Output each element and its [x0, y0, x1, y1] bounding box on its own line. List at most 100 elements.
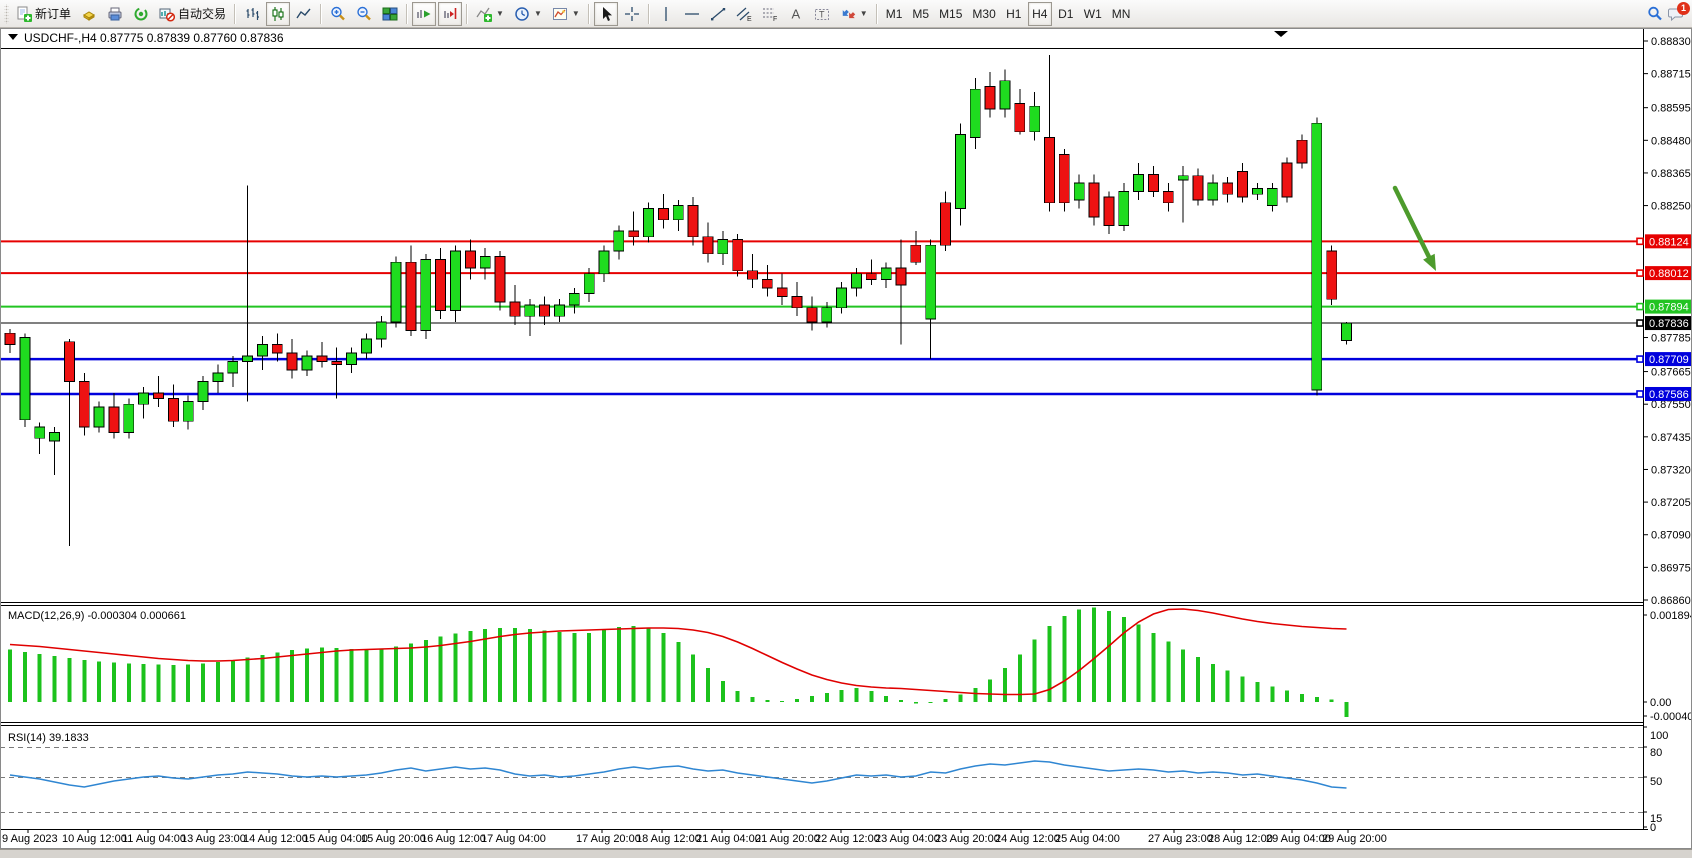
editor-button[interactable] — [103, 2, 127, 26]
bear-candle — [1237, 171, 1248, 198]
vertical-line-button[interactable] — [654, 2, 678, 26]
gold-bar-button[interactable] — [77, 2, 101, 26]
macd-axis-label: 0.001894 — [1650, 610, 1692, 622]
bull-candle — [672, 205, 684, 221]
timeframe-m5-button[interactable]: M5 — [908, 2, 933, 26]
rsi-line — [9, 760, 1347, 789]
bull-candle — [1252, 188, 1263, 195]
bull-candle — [420, 259, 432, 331]
search-button[interactable] — [1643, 2, 1667, 26]
price-tick-label: 0.87550 — [1651, 399, 1691, 411]
macd-bar — [37, 654, 42, 702]
bear-candle — [628, 230, 640, 238]
bull-candle — [123, 403, 135, 433]
text-button[interactable]: A — [784, 2, 808, 26]
macd-bar — [201, 663, 206, 702]
bull-candle — [242, 355, 254, 363]
macd-bar — [884, 696, 889, 702]
price-tick-label: 0.87435 — [1651, 432, 1691, 444]
bull-candle — [375, 321, 387, 340]
autotrading-button[interactable]: 自动交易 — [155, 2, 230, 26]
macd-bar — [705, 668, 710, 702]
timeframe-mn-button[interactable]: MN — [1108, 2, 1135, 26]
autoscroll-button[interactable] — [412, 1, 437, 26]
signals-button[interactable] — [129, 2, 153, 26]
macd-bar — [1121, 617, 1126, 702]
bull-candle — [1073, 182, 1085, 201]
timeframe-m30-button[interactable]: M30 — [968, 2, 999, 26]
horizontal-line-button[interactable] — [680, 2, 704, 26]
macd-bar — [780, 701, 785, 702]
macd-bar — [691, 654, 696, 702]
chat-button[interactable]: 1 — [1668, 1, 1690, 22]
price-label-box-resistance-1 — [1645, 234, 1692, 249]
timeframe-label: M30 — [972, 6, 996, 21]
bear-candle — [1103, 196, 1115, 226]
macd-bar — [795, 699, 800, 702]
timeframe-h1-button[interactable]: H1 — [1002, 2, 1026, 26]
timeframe-label: M5 — [912, 6, 930, 21]
toolbar-grip[interactable] — [4, 3, 9, 24]
toolbar-separator — [875, 3, 878, 24]
new-order-button[interactable]: 新订单 — [12, 2, 75, 26]
trendline-button[interactable] — [706, 2, 730, 26]
templates-button[interactable]: ▼ — [548, 2, 584, 26]
timeframe-w1-button[interactable]: W1 — [1080, 2, 1106, 26]
svg-text:T: T — [819, 9, 825, 19]
bear-candle — [865, 273, 877, 280]
timeframe-d1-button[interactable]: D1 — [1054, 2, 1078, 26]
text-label-button[interactable]: T — [810, 2, 834, 26]
zoom-in-button[interactable] — [326, 2, 350, 26]
zoom-out-button[interactable] — [352, 2, 376, 26]
macd-bar — [854, 688, 859, 702]
timeframe-m1-button[interactable]: M1 — [882, 2, 907, 26]
rsi-axis-label: 100 — [1650, 730, 1668, 742]
bar-chart-button[interactable] — [240, 2, 264, 26]
bear-candle — [78, 381, 90, 428]
macd-bar — [498, 628, 503, 702]
bear-candle — [761, 278, 773, 289]
tile-windows-button[interactable] — [378, 2, 402, 26]
bear-candle — [1296, 139, 1308, 164]
price-label-box-support-blue-2 — [1645, 386, 1692, 401]
crosshair-button[interactable] — [620, 2, 644, 26]
macd-bar — [111, 662, 116, 702]
price-label-anchor — [1636, 390, 1644, 398]
equidistant-channel-button[interactable]: E — [732, 2, 756, 26]
notification-badge: 1 — [1677, 1, 1690, 15]
timeframe-m15-button[interactable]: M15 — [935, 2, 966, 26]
sell-arrow-head[interactable] — [1423, 253, 1436, 271]
sell-arrow-shaft[interactable] — [1392, 185, 1432, 260]
bear-candle — [64, 341, 75, 382]
periods-button[interactable]: ▼ — [510, 2, 546, 26]
bull-candle — [955, 134, 966, 209]
macd-bar — [349, 649, 354, 702]
macd-bar — [245, 657, 250, 702]
timeframe-h4-button[interactable]: H4 — [1027, 1, 1052, 26]
bull-candle — [19, 337, 31, 421]
bear-candle — [791, 295, 803, 309]
price-tick-label: 0.88595 — [1651, 103, 1691, 115]
indicators-button[interactable]: ▼ — [472, 2, 508, 26]
chart-shift-button[interactable] — [438, 1, 463, 26]
time-label: 28 Aug 12:00 — [1208, 833, 1273, 845]
macd-bar — [587, 633, 592, 702]
bull-candle — [851, 273, 862, 289]
line-chart-button[interactable] — [292, 2, 316, 26]
time-label: 18 Aug 12:00 — [636, 833, 701, 845]
bull-candle — [1118, 190, 1130, 226]
price-label-box-support-blue-1 — [1645, 352, 1692, 367]
fibonacci-button[interactable]: F — [758, 2, 782, 26]
candlestick-chart-button[interactable] — [266, 1, 291, 26]
cursor-button[interactable] — [593, 1, 618, 26]
arrows-objects-button[interactable]: ▼ — [836, 2, 872, 26]
macd-bar — [869, 691, 874, 702]
symbol-dropdown-triangle[interactable] — [8, 34, 18, 40]
bull-candle — [360, 338, 372, 354]
bull-candle — [182, 400, 194, 422]
bear-candle — [1058, 154, 1070, 204]
bear-candle — [910, 244, 922, 263]
chart-shift-marker[interactable] — [1274, 31, 1288, 37]
macd-bar — [423, 640, 428, 702]
